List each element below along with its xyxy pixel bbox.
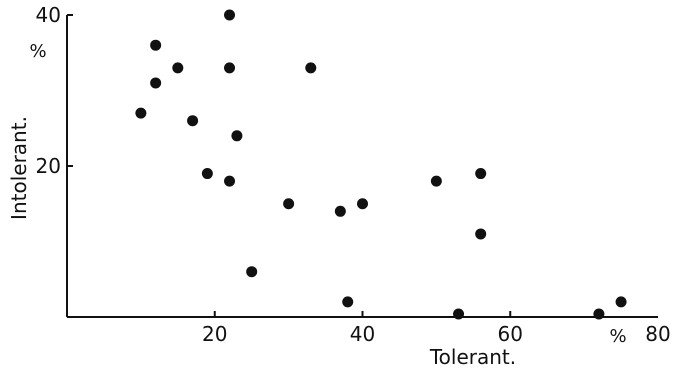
data-point xyxy=(150,39,162,51)
tick-labels: 20 40 60 80 20 40 xyxy=(36,3,671,346)
data-point xyxy=(475,228,487,240)
data-point xyxy=(453,308,465,320)
data-point xyxy=(150,77,162,89)
data-point xyxy=(224,62,236,74)
data-point xyxy=(135,107,147,119)
data-point xyxy=(283,198,295,210)
x-tick-label: 80 xyxy=(645,322,670,346)
data-point xyxy=(430,175,442,187)
data-points xyxy=(135,9,627,320)
y-axis-label: Intolerant. xyxy=(7,116,31,220)
axes xyxy=(66,15,658,318)
x-axis-label: Tolerant. xyxy=(429,345,516,369)
x-tick-label: 40 xyxy=(350,322,375,346)
x-tick-label: 20 xyxy=(202,322,227,346)
y-unit-label: % xyxy=(29,41,46,62)
data-point xyxy=(305,62,317,74)
data-point xyxy=(342,296,354,308)
data-point xyxy=(172,62,184,74)
data-point xyxy=(357,198,368,210)
data-point xyxy=(187,115,199,127)
data-point xyxy=(201,168,213,180)
data-point xyxy=(334,205,346,217)
data-point xyxy=(593,308,605,320)
x-tick-label: 60 xyxy=(498,322,523,346)
data-point xyxy=(246,266,258,278)
ticks xyxy=(67,14,512,317)
y-tick-label: 40 xyxy=(36,3,61,27)
data-point xyxy=(475,168,487,180)
x-unit-label: % xyxy=(609,326,626,347)
data-point xyxy=(615,296,627,308)
data-point xyxy=(231,130,243,142)
data-point xyxy=(224,175,236,187)
data-point xyxy=(224,9,236,21)
y-tick-label: 20 xyxy=(36,154,61,178)
